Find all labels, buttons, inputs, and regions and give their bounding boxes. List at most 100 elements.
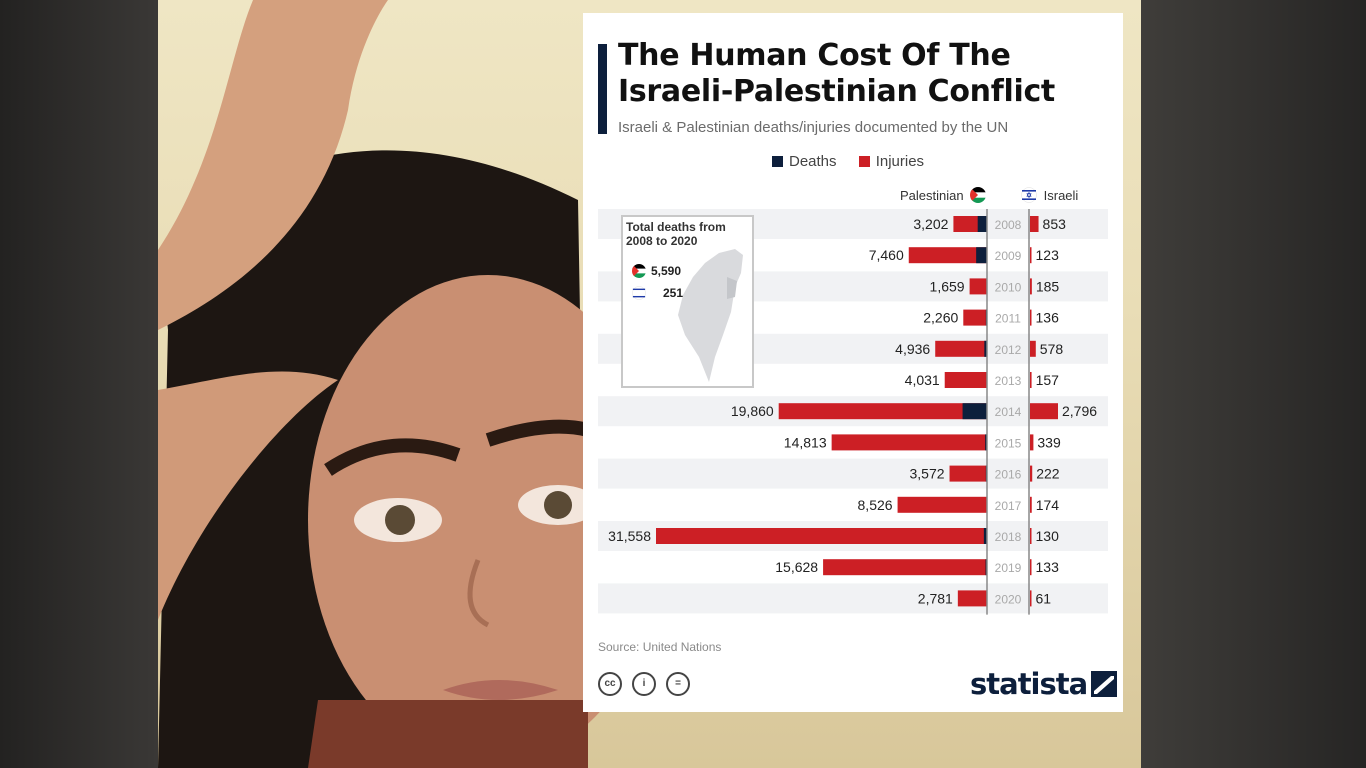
bar-palestinian-deaths [983, 528, 987, 544]
bar-israeli [1030, 278, 1032, 295]
bar-israeli [1030, 528, 1032, 544]
data-label-israeli: 853 [1043, 216, 1067, 232]
data-label-israeli: 157 [1036, 372, 1060, 388]
year-label: 2008 [995, 218, 1022, 232]
statista-logo: statista [970, 667, 1118, 701]
chart-title-line-1: The Human Cost Of The [618, 38, 1011, 73]
no-derivatives-icon[interactable]: = [666, 672, 690, 696]
bar-israeli [1030, 340, 1036, 357]
data-label-palestinian: 4,936 [895, 341, 930, 357]
bar-palestinian-injuries [949, 465, 987, 482]
data-label-israeli: 136 [1036, 310, 1060, 326]
column-header-palestinian-label: Palestinian [900, 188, 964, 203]
data-label-palestinian: 14,813 [784, 434, 827, 450]
year-label: 2017 [995, 499, 1022, 513]
data-label-israeli: 133 [1036, 559, 1060, 575]
bar-israeli [1030, 247, 1032, 264]
year-label: 2015 [995, 436, 1022, 450]
bar-israeli [1030, 403, 1058, 420]
bar-israeli [1030, 559, 1032, 576]
statista-logo-icon [1091, 671, 1118, 697]
year-label: 2012 [995, 343, 1022, 357]
bar-palestinian-deaths [962, 403, 987, 420]
bar-palestinian-injuries [935, 340, 987, 357]
statista-logo-text: statista [970, 667, 1088, 701]
creative-commons-icon[interactable]: cc [598, 672, 622, 696]
data-label-israeli: 61 [1036, 590, 1052, 606]
bar-israeli [1030, 496, 1032, 513]
bar-palestinian-injuries [957, 590, 987, 607]
israel-flag-icon [1021, 187, 1037, 203]
year-label: 2010 [995, 280, 1022, 294]
bar-palestinian-injuries [897, 496, 987, 513]
year-label: 2020 [995, 592, 1022, 606]
bar-palestinian-deaths [977, 216, 987, 232]
legend-label-deaths: Deaths [789, 153, 837, 170]
data-label-palestinian: 4,031 [905, 372, 940, 388]
bar-palestinian-injuries [778, 403, 987, 420]
column-header-israeli-label: Israeli [1043, 188, 1079, 203]
right-blur-border [1141, 0, 1366, 768]
bar-palestinian-injuries [831, 434, 987, 451]
chart-subtitle: Israeli & Palestinian deaths/injuries do… [618, 119, 1009, 136]
legend-swatch-injuries [858, 156, 870, 167]
bar-israeli [1030, 434, 1034, 451]
year-label: 2016 [995, 468, 1022, 482]
data-label-israeli: 222 [1036, 466, 1060, 482]
data-label-palestinian: 8,526 [858, 497, 893, 513]
inset-palestinian-deaths: 5,590 [651, 264, 682, 278]
data-label-palestinian: 31,558 [608, 528, 651, 544]
year-label: 2013 [995, 374, 1022, 388]
data-label-israeli: 578 [1040, 341, 1064, 357]
attribution-icon[interactable]: i [632, 672, 656, 696]
bar-israeli [1030, 309, 1032, 326]
data-label-israeli: 2,796 [1062, 403, 1097, 419]
legend-swatch-deaths [772, 156, 783, 167]
bar-israeli [1030, 216, 1039, 232]
data-label-palestinian: 15,628 [775, 559, 818, 575]
data-label-palestinian: 1,659 [930, 278, 965, 294]
bar-israeli [1030, 590, 1032, 607]
data-label-israeli: 174 [1036, 497, 1060, 513]
data-label-palestinian: 3,202 [913, 216, 948, 232]
bar-palestinian-deaths [984, 340, 987, 357]
inset-title: Total deaths from 2008 to 2020 [626, 220, 726, 248]
column-header-palestinian: Palestinian [900, 187, 987, 203]
left-blur-border [0, 0, 158, 768]
bar-israeli [1030, 372, 1032, 388]
row-band [598, 583, 1108, 614]
bar-palestinian-injuries [656, 528, 987, 544]
title-accent-bar [598, 44, 607, 134]
chart-title-line-2: Israeli-Palestinian Conflict [618, 74, 1055, 109]
bar-palestinian-injuries [823, 559, 987, 576]
data-label-israeli: 123 [1036, 247, 1060, 263]
chart-legend: Deaths Injuries [772, 153, 924, 170]
year-label: 2009 [995, 249, 1022, 263]
palestine-flag-icon [970, 187, 987, 203]
data-label-palestinian: 2,260 [923, 310, 958, 326]
column-header-israeli: Israeli [1021, 187, 1079, 203]
bar-palestinian-injuries [944, 372, 987, 388]
bar-palestinian-injuries [969, 278, 987, 295]
israel-flag-icon [632, 286, 646, 300]
data-label-palestinian: 19,860 [731, 403, 774, 419]
bar-palestinian-deaths [985, 434, 987, 451]
data-label-israeli: 339 [1037, 434, 1061, 450]
year-label: 2014 [995, 405, 1022, 419]
legend-label-injuries: Injuries [875, 153, 925, 170]
person-illustration [158, 0, 668, 768]
chart-source: Source: United Nations [598, 640, 722, 654]
data-label-palestinian: 3,572 [909, 466, 944, 482]
bar-israeli [1030, 465, 1033, 482]
year-label: 2011 [995, 312, 1021, 326]
bar-palestinian-deaths [976, 247, 987, 264]
bar-palestinian-injuries [963, 309, 987, 326]
data-label-palestinian: 2,781 [918, 590, 953, 606]
data-label-israeli: 185 [1036, 278, 1060, 294]
israel-palestine-map-icon [678, 249, 743, 382]
row-band [598, 458, 1108, 489]
data-label-israeli: 130 [1036, 528, 1060, 544]
year-label: 2018 [995, 530, 1022, 544]
